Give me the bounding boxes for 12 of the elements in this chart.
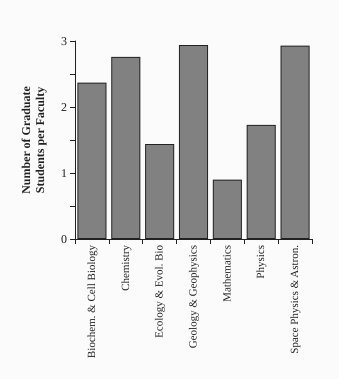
x-tick-label: Chemistry <box>120 244 132 291</box>
x-tick-label: Mathematics <box>221 245 234 302</box>
y-axis-title: Number of Graduate Students per Faculty <box>19 85 47 194</box>
y-tick-label: 3 <box>61 34 67 48</box>
x-tick-label: Biochem. & Cell Biology <box>86 244 98 358</box>
y-tick-label: 0 <box>61 232 67 246</box>
x-tick-label: Geology & Geophysics <box>188 245 200 348</box>
x-tick-label: Ecology & Evol. Bio <box>154 244 166 338</box>
y-tick-label: 2 <box>61 100 67 114</box>
x-tick-label: Physics <box>255 245 268 279</box>
x-tick-label: Space Physics & Astron. <box>289 244 302 354</box>
y-tick-label: 1 <box>61 166 67 180</box>
